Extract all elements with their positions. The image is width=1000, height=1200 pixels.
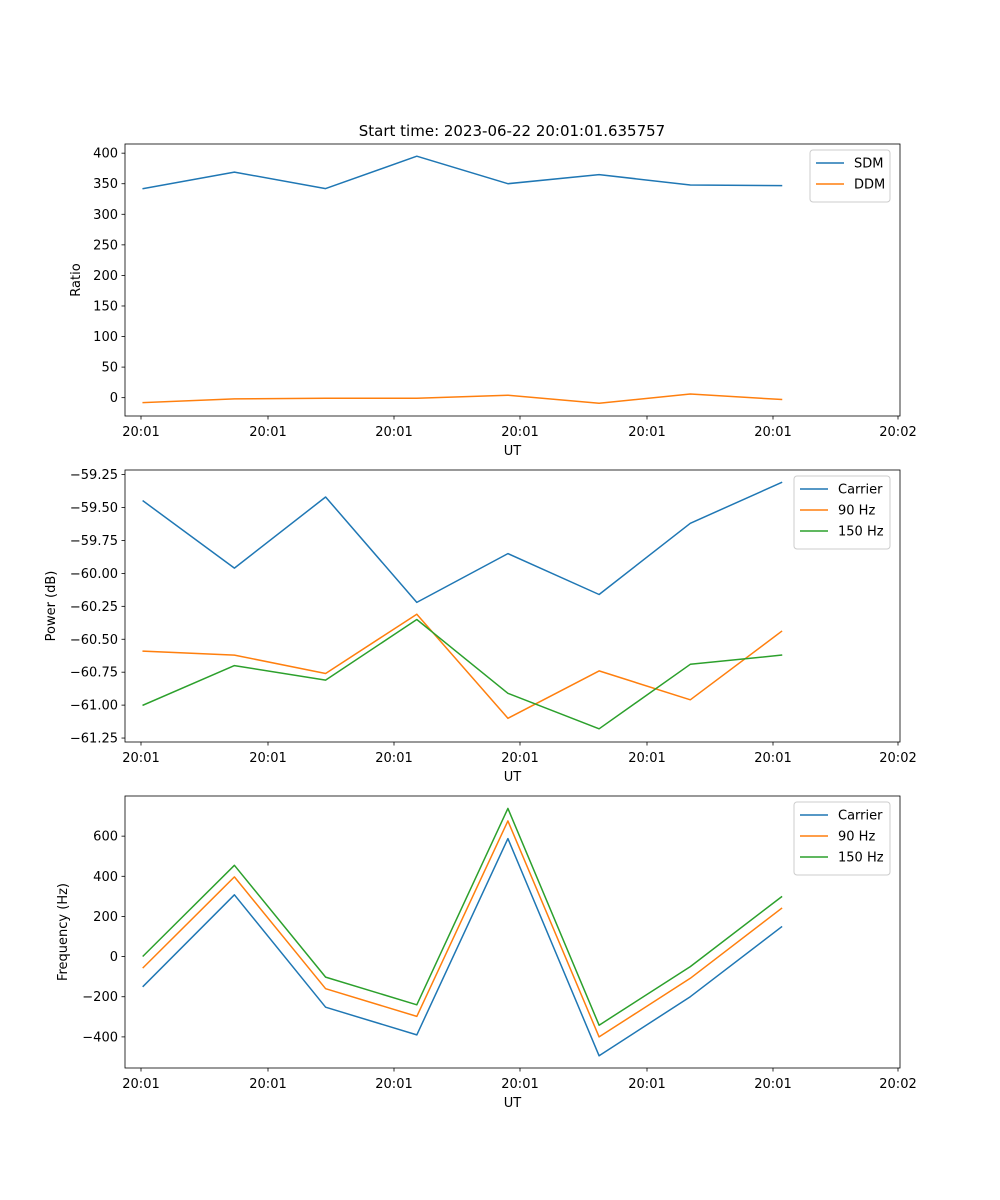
y-tick-label: −200: [82, 990, 118, 1005]
legend: Carrier 90 Hz 150 Hz: [793, 801, 891, 876]
y-tick-label: 400: [93, 147, 118, 162]
series-line-150-hz: [142, 807, 783, 1026]
x-tick-label: 20:01: [501, 751, 538, 766]
y-axis-label: Frequency (Hz): [56, 883, 71, 981]
y-tick-label: 200: [93, 269, 118, 284]
y-tick-label: 400: [93, 870, 118, 885]
legend-label: 90 Hz: [838, 504, 875, 519]
x-tick-label: 20:01: [754, 1077, 791, 1092]
y-tick-label: −60.00: [70, 567, 118, 582]
legend-label: SDM: [854, 157, 883, 172]
x-axis-label: UT: [504, 444, 522, 459]
x-tick-label: 20:01: [754, 425, 791, 440]
x-tick-label: 20:01: [375, 425, 412, 440]
chart-panel-3: −400 −200 0 200 400 600 20:01 20:01 20:01 20:01 20…: [56, 795, 917, 1111]
y-tick-label: −59.25: [70, 468, 118, 483]
legend-label: 150 Hz: [838, 525, 884, 540]
series-line-carrier: [142, 837, 783, 1057]
x-tick-label: 20:01: [249, 425, 286, 440]
series-line-90-hz: [142, 820, 783, 1038]
legend-label: Carrier: [838, 809, 883, 824]
figure-title: Start time: 2023-06-22 20:01:01.635757: [359, 122, 665, 140]
axes-frame: [124, 795, 901, 1069]
y-axis-label: Ratio: [69, 263, 84, 296]
x-tick-label: 20:01: [628, 751, 665, 766]
series-line-sdm: [142, 155, 783, 190]
series-line-ddm: [142, 393, 783, 404]
x-tick-label: 20:01: [628, 1077, 665, 1092]
y-tick-label: 100: [93, 330, 118, 345]
y-tick-label: 0: [110, 950, 118, 965]
y-tick-label: −400: [82, 1030, 118, 1045]
series-line-90-hz: [142, 613, 783, 720]
x-tick-label: 20:01: [501, 1077, 538, 1092]
legend-label: DDM: [854, 178, 885, 193]
axes-frame: [124, 469, 901, 743]
legend-label: 90 Hz: [838, 830, 875, 845]
x-tick-label: 20:01: [754, 751, 791, 766]
y-tick-label: 200: [93, 910, 118, 925]
y-tick-label: −61.25: [70, 732, 118, 747]
legend-label: Carrier: [838, 483, 883, 498]
y-tick-label: 600: [93, 830, 118, 845]
chart-panel-1: 0 50 100 150 200 250 300 350 400 20:01 20:01 20:01 2…: [69, 143, 917, 459]
y-tick-label: −60.25: [70, 600, 118, 615]
y-tick-label: 250: [93, 238, 118, 253]
x-tick-label: 20:01: [628, 425, 665, 440]
series-line-carrier: [142, 481, 783, 604]
x-tick-label: 20:01: [375, 1077, 412, 1092]
x-tick-label: 20:01: [501, 425, 538, 440]
x-tick-label: 20:02: [879, 751, 916, 766]
y-tick-label: 350: [93, 177, 118, 192]
y-tick-label: 150: [93, 299, 118, 314]
y-tick-label: 300: [93, 208, 118, 223]
x-axis-label: UT: [504, 1096, 522, 1111]
x-tick-label: 20:02: [879, 425, 916, 440]
x-tick-label: 20:02: [879, 1077, 916, 1092]
x-tick-label: 20:01: [122, 751, 159, 766]
y-tick-label: −59.75: [70, 534, 118, 549]
legend: Carrier 90 Hz 150 Hz: [793, 475, 891, 550]
legend: SDM DDM: [809, 149, 891, 203]
x-tick-label: 20:01: [122, 425, 159, 440]
chart-panel-2: −61.25 −61.00 −60.75 −60.50 −60.25 −60.00 −59.…: [44, 468, 917, 785]
y-tick-label: −59.50: [70, 501, 118, 516]
y-tick-label: −60.50: [70, 633, 118, 648]
y-tick-label: 50: [101, 361, 118, 376]
legend-label: 150 Hz: [838, 851, 884, 866]
x-tick-label: 20:01: [249, 1077, 286, 1092]
x-tick-label: 20:01: [122, 1077, 159, 1092]
y-axis-label: Power (dB): [44, 571, 59, 642]
y-tick-label: −60.75: [70, 666, 118, 681]
y-tick-label: 0: [110, 391, 118, 406]
x-tick-label: 20:01: [375, 751, 412, 766]
x-axis-label: UT: [504, 770, 522, 785]
y-tick-label: −61.00: [70, 699, 118, 714]
axes-frame: [124, 143, 901, 417]
x-tick-label: 20:01: [249, 751, 286, 766]
series-line-150-hz: [142, 618, 783, 730]
